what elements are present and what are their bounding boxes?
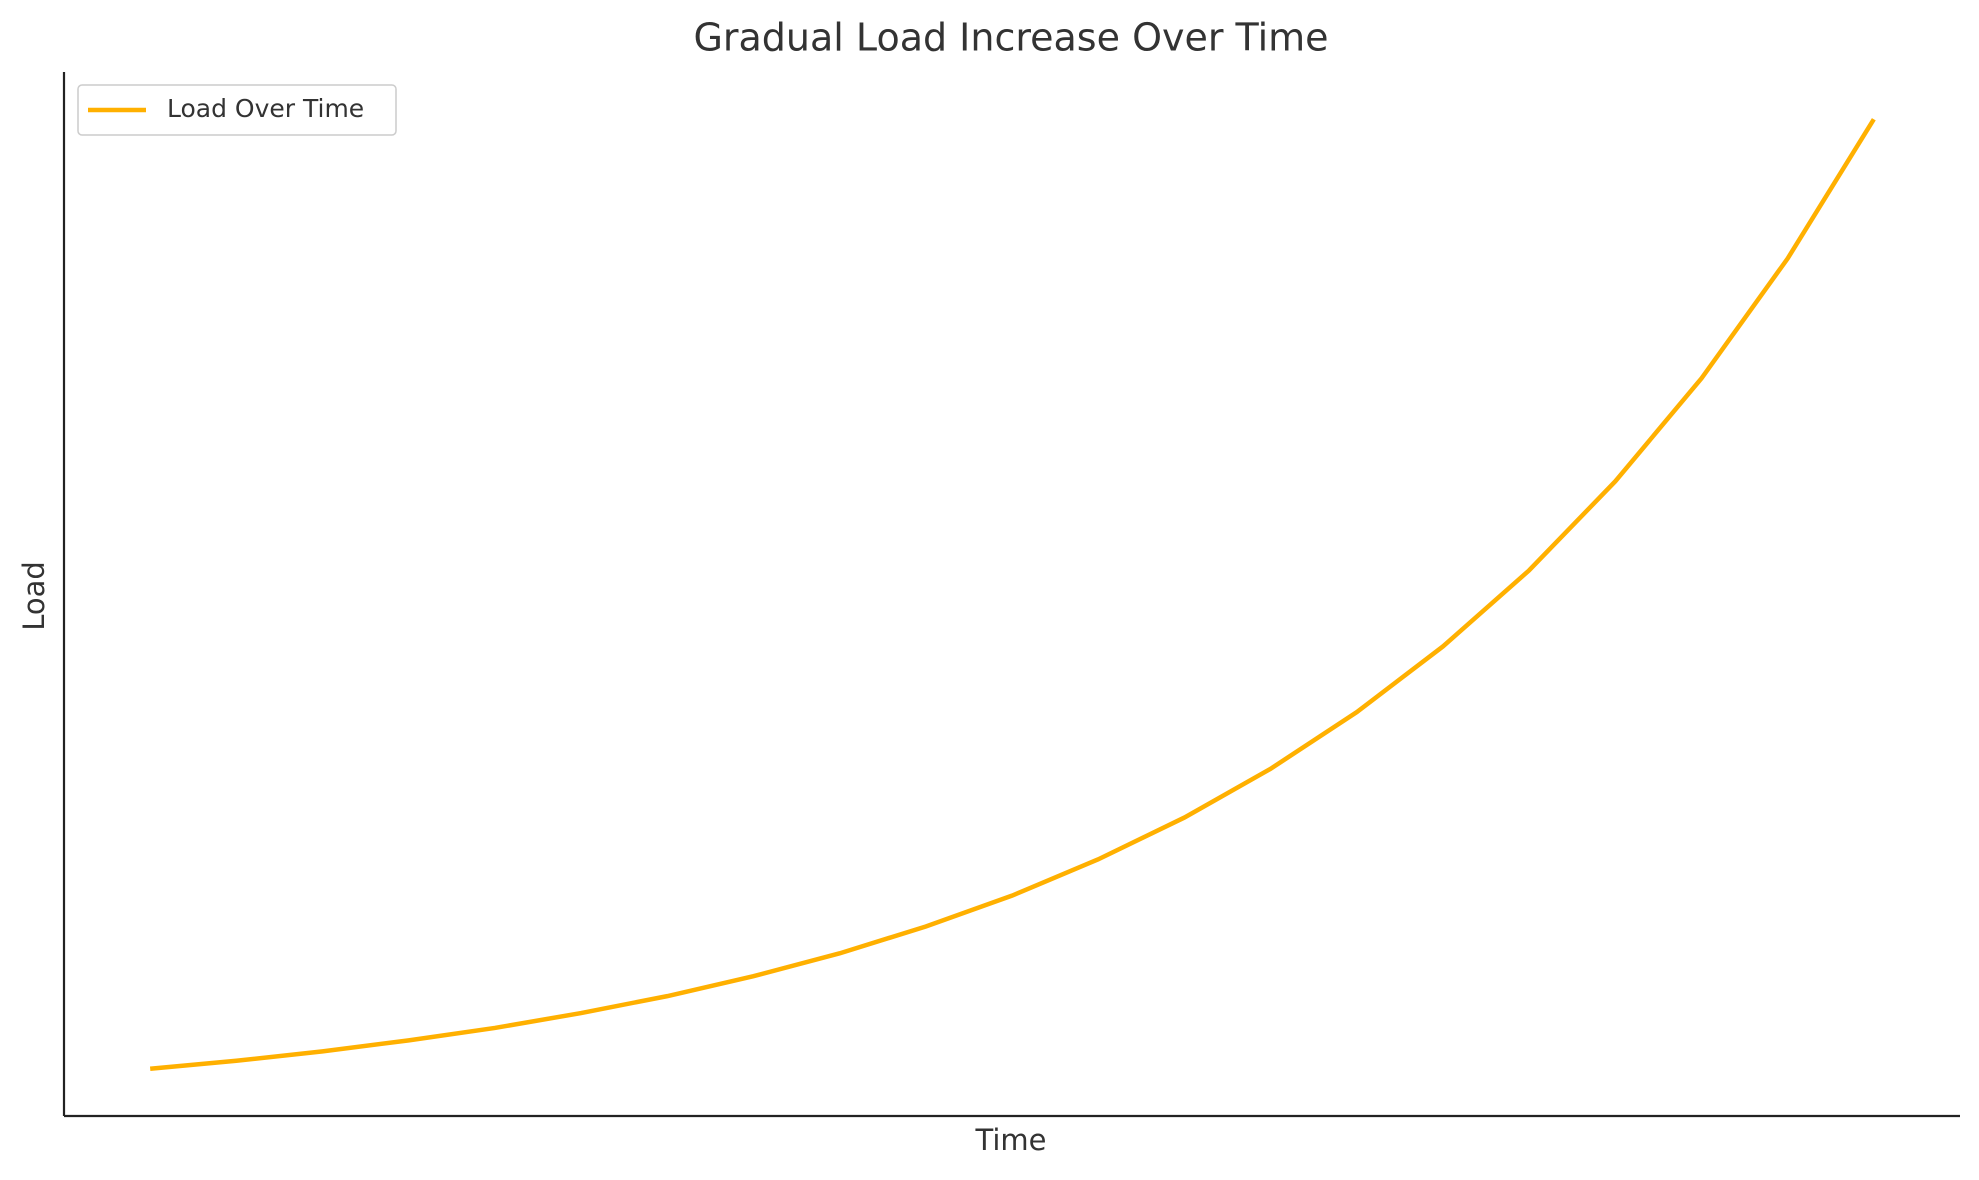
- legend-label: Load Over Time: [167, 94, 364, 123]
- data-line: [149, 118, 1876, 1071]
- plot-area: [149, 118, 1876, 1071]
- legend: Load Over Time: [77, 84, 397, 136]
- legend-box: [77, 84, 397, 136]
- y-axis-label: Load: [17, 561, 51, 631]
- x-axis-label: Time: [975, 1123, 1047, 1157]
- chart-title: Gradual Load Increase Over Time: [693, 16, 1328, 60]
